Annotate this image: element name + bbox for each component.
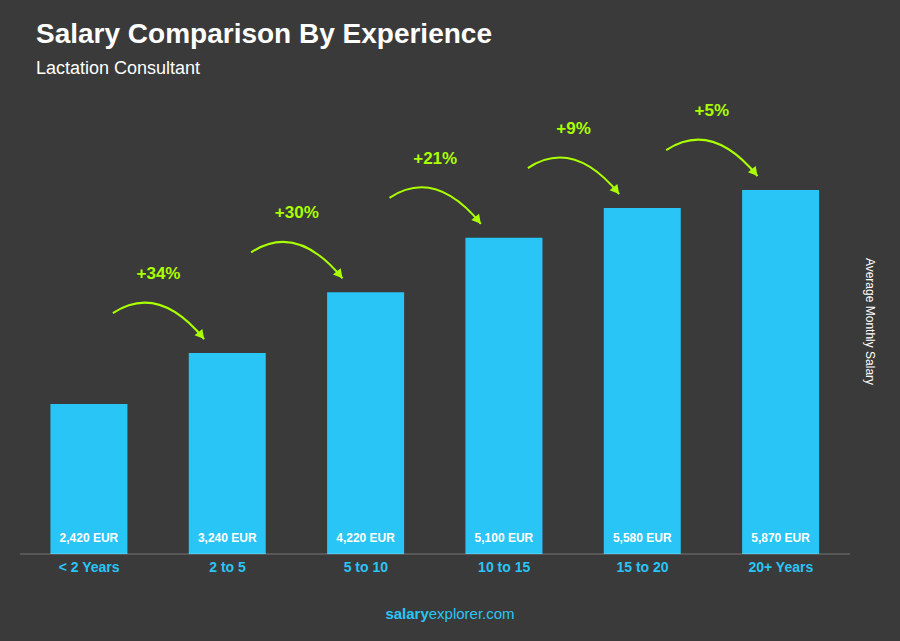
svg-text:5,100 EUR: 5,100 EUR	[475, 531, 534, 545]
svg-text:3,240 EUR: 3,240 EUR	[198, 531, 257, 545]
svg-text:2 to 5: 2 to 5	[209, 559, 246, 575]
svg-text:5,870 EUR: 5,870 EUR	[751, 531, 810, 545]
html-text:Lactation Consultant: Lactation Consultant	[36, 58, 201, 78]
svg-text:15 to 20: 15 to 20	[616, 559, 668, 575]
svg-text:20+ Years: 20+ Years	[748, 559, 813, 575]
html-text:salary explorer.com: salary explorer.com	[385, 605, 515, 622]
svg-text:10 to 15: 10 to 15	[478, 559, 530, 575]
html-text:Salary Comparison By Experienc: Salary Comparison By Experience	[36, 18, 492, 49]
svg-text:+21%: +21%	[413, 149, 457, 168]
svg-text:5,580 EUR: 5,580 EUR	[613, 531, 672, 545]
svg-text:Average Monthly Salary: Average Monthly Salary	[863, 258, 877, 385]
svg-text:2,420 EUR: 2,420 EUR	[60, 531, 119, 545]
svg-text:5 to 10: 5 to 10	[344, 559, 389, 575]
svg-text:+9%: +9%	[556, 119, 591, 138]
svg-text:+5%: +5%	[695, 101, 730, 120]
svg-text:< 2 Years: < 2 Years	[59, 559, 120, 575]
svg-text:+34%: +34%	[137, 264, 181, 283]
svg-text:+30%: +30%	[275, 203, 319, 222]
svg-text:4,220 EUR: 4,220 EUR	[336, 531, 395, 545]
